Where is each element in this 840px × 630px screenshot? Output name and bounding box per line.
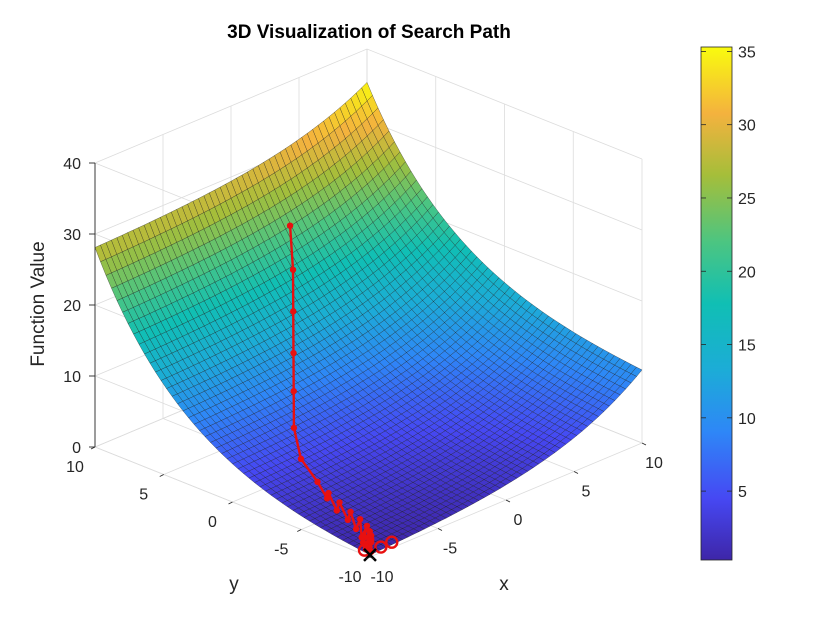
colorbar: 5 10 15 20 25 30 35 (700, 44, 756, 561)
z-tick-label: 30 (63, 227, 81, 244)
colorbar-bar (700, 46, 733, 561)
x-tick-mark (437, 528, 443, 531)
y-tick-mark (365, 556, 371, 560)
x-tick-label: 10 (645, 455, 663, 472)
colorbar-tick-label: 35 (738, 44, 756, 61)
x-tick-mark (641, 442, 647, 446)
chart-title: 3D Visualization of Search Path (227, 22, 511, 43)
search-path-point (336, 499, 343, 506)
y-tick-label: 10 (66, 459, 84, 476)
search-path-point (289, 266, 297, 273)
colorbar-tick-label: 5 (738, 484, 747, 501)
search-path-point (323, 495, 331, 502)
search-path-point (290, 424, 298, 432)
z-tick-label: 10 (63, 369, 81, 386)
x-tick-label: -5 (443, 541, 457, 558)
search-path-point (290, 387, 297, 395)
y-tick-mark (228, 501, 233, 505)
y-tick-label: 5 (139, 487, 148, 504)
colorbar-tick-label: 15 (738, 338, 756, 355)
search-path-point (333, 507, 341, 514)
axis-ticks: -10 -5 0 5 10 -10 -5 0 5 10 0 10 20 30 40 (63, 156, 663, 586)
z-tick-label: 20 (63, 298, 81, 315)
x-axis-label: x (499, 574, 509, 595)
search-path-point (290, 308, 297, 315)
x-tick-label: 0 (514, 512, 523, 529)
search-path-start-marker (357, 543, 372, 557)
colorbar-ticks: 5 10 15 20 25 30 35 (701, 44, 756, 501)
y-tick-label: 0 (208, 514, 217, 531)
x-tick-mark (369, 556, 375, 560)
search-path-point (356, 516, 364, 523)
search-path-point (344, 516, 352, 524)
colorbar-tick-label: 20 (738, 264, 756, 281)
colorbar-tick-label: 30 (738, 118, 756, 135)
z-axis-label: Function Value (28, 241, 49, 366)
colorbar-tick-label: 25 (738, 191, 756, 208)
search-path-point (325, 489, 332, 497)
search-path-point (366, 528, 373, 535)
search-path-point (297, 455, 305, 463)
search-path-point (358, 534, 365, 541)
search-path-point (363, 522, 371, 530)
y-tick-mark (159, 474, 164, 477)
search-path-start-marker (385, 535, 399, 549)
z-tick-label: 40 (63, 156, 81, 173)
search-path-point (352, 525, 360, 533)
x-tick-label: 5 (582, 484, 591, 501)
y-axis-label: y (229, 574, 239, 595)
x-tick-mark (505, 499, 511, 503)
surface-mesh (94, 82, 643, 556)
search-path (286, 222, 399, 562)
z-tick-label: 0 (72, 440, 81, 457)
search-path-point (290, 349, 297, 357)
y-tick-label: -5 (274, 542, 288, 559)
x-tick-label: -10 (370, 569, 393, 586)
x-tick-mark (573, 471, 579, 474)
search-path-point (347, 508, 354, 515)
search-path-point (314, 478, 321, 486)
y-tick-mark (297, 529, 302, 532)
colorbar-tick-label: 10 (738, 411, 756, 428)
y-tick-label: -10 (338, 569, 361, 586)
search-path-start-marker (374, 540, 388, 554)
search-path-point (286, 222, 294, 229)
